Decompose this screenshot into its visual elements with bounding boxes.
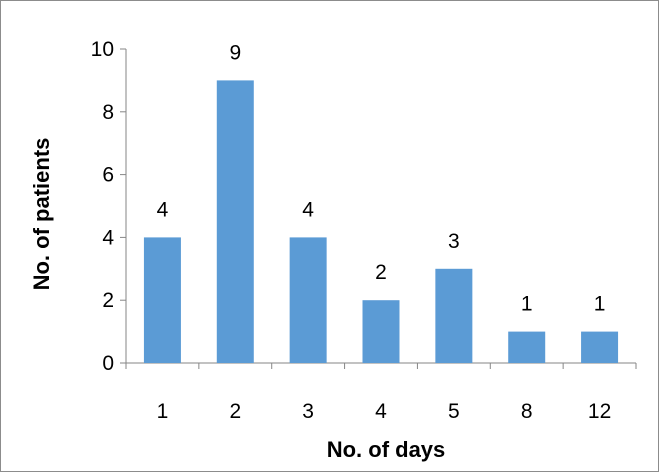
x-tick-label: 1 — [157, 400, 169, 423]
bar — [143, 237, 181, 363]
y-tick-label: 10 — [91, 38, 114, 61]
x-axis: 1 2 3 4 5 8 12 — [125, 362, 637, 423]
data-label: 4 — [157, 198, 169, 221]
x-tick-label: 2 — [229, 400, 241, 423]
x-tick-label: 3 — [302, 400, 314, 423]
bar — [581, 331, 619, 363]
y-tick-label: 8 — [102, 101, 114, 124]
bar — [289, 237, 327, 363]
x-tick-label: 8 — [521, 400, 533, 423]
data-label: 3 — [448, 230, 460, 253]
y-axis: 0 2 4 6 8 10 — [91, 38, 127, 375]
y-axis-title: No. of patients — [29, 138, 54, 291]
data-label: 2 — [375, 261, 387, 284]
data-label: 9 — [229, 41, 241, 64]
x-tick-label: 12 — [588, 400, 611, 423]
bar — [435, 268, 473, 363]
data-labels: 4 9 4 2 3 1 1 — [157, 41, 606, 315]
data-label: 4 — [302, 198, 314, 221]
bars — [143, 80, 619, 364]
x-axis-title: No. of days — [327, 437, 446, 462]
data-label: 1 — [594, 293, 606, 316]
y-tick-label: 6 — [102, 164, 114, 187]
data-label: 1 — [521, 293, 533, 316]
bar — [508, 331, 546, 363]
x-tick-label: 4 — [375, 400, 387, 423]
x-tick-label: 5 — [448, 400, 460, 423]
y-tick-label: 4 — [102, 226, 114, 249]
bar — [362, 300, 400, 363]
y-tick-label: 0 — [102, 352, 114, 375]
bar — [216, 80, 254, 364]
y-tick-label: 2 — [102, 289, 114, 312]
